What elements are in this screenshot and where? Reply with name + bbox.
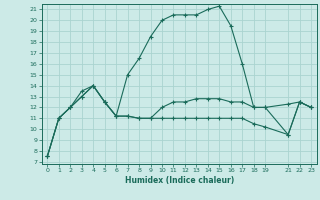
X-axis label: Humidex (Indice chaleur): Humidex (Indice chaleur)	[124, 176, 234, 185]
